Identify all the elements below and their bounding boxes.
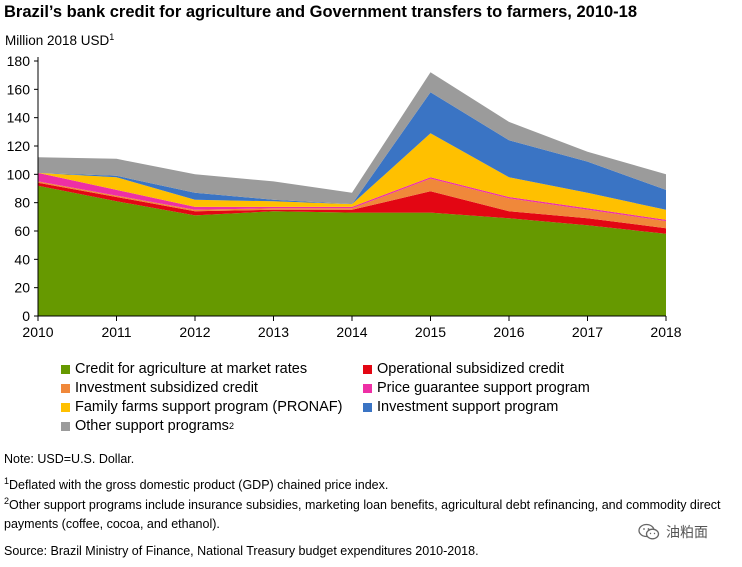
footnote-1: 1Deflated with the gross domestic produc… <box>4 477 388 493</box>
y-axis-unit-label: Million 2018 USD1 <box>5 32 115 49</box>
footnote-1-text: Deflated with the gross domestic product… <box>9 478 389 492</box>
area-series-4 <box>38 172 666 222</box>
note-usd: Note: USD=U.S. Dollar. <box>4 452 135 466</box>
area-series-3 <box>38 178 666 229</box>
x-tick-label: 2016 <box>493 324 524 340</box>
unit-text: Million 2018 USD <box>5 33 110 48</box>
x-tick-label: 2011 <box>101 324 131 340</box>
x-tick-label: 2014 <box>336 324 367 340</box>
area-series-1 <box>38 185 666 316</box>
unit-footnote-mark: 1 <box>109 32 115 42</box>
x-tick-label: 2010 <box>22 324 53 340</box>
y-tick-label: 100 <box>7 166 31 182</box>
area-series-7 <box>38 72 666 205</box>
y-tick-label: 120 <box>7 138 31 154</box>
x-tick-label: 2017 <box>572 324 603 340</box>
y-tick-label: 40 <box>14 251 30 267</box>
area-series-2 <box>38 182 666 234</box>
y-tick-label: 160 <box>7 81 31 97</box>
footnote-2: 2Other support programs include insuranc… <box>4 496 739 534</box>
y-tick-label: 140 <box>7 110 31 126</box>
wechat-icon <box>638 523 660 540</box>
footnote-2-text: Other support programs include insurance… <box>4 498 721 531</box>
y-tick-label: 60 <box>14 223 30 239</box>
x-tick-label: 2013 <box>258 324 289 340</box>
footnote-2-mark: 2 <box>4 496 10 506</box>
chart-title: Brazil’s bank credit for agriculture and… <box>4 3 638 21</box>
stacked-area-chart: 0 20 40 60 80 100 120 140 160 180 2010 2011 2012 2013… <box>7 53 682 340</box>
y-tick-label: 180 <box>7 53 31 69</box>
x-tick-label: 2015 <box>415 324 446 340</box>
footnote-1-mark: 1 <box>4 476 10 486</box>
brand-label: 油粕面 <box>666 524 708 540</box>
y-tick-label: 0 <box>22 308 30 324</box>
y-tick-label: 20 <box>14 280 30 296</box>
source-note: Source: Brazil Ministry of Finance, Nati… <box>4 544 479 558</box>
x-tick-label: 2018 <box>650 324 681 340</box>
area-series-6 <box>38 92 666 210</box>
y-tick-label: 80 <box>14 195 30 211</box>
x-tick-label: 2012 <box>179 324 210 340</box>
watermark-brand: 油粕面 <box>638 522 708 542</box>
